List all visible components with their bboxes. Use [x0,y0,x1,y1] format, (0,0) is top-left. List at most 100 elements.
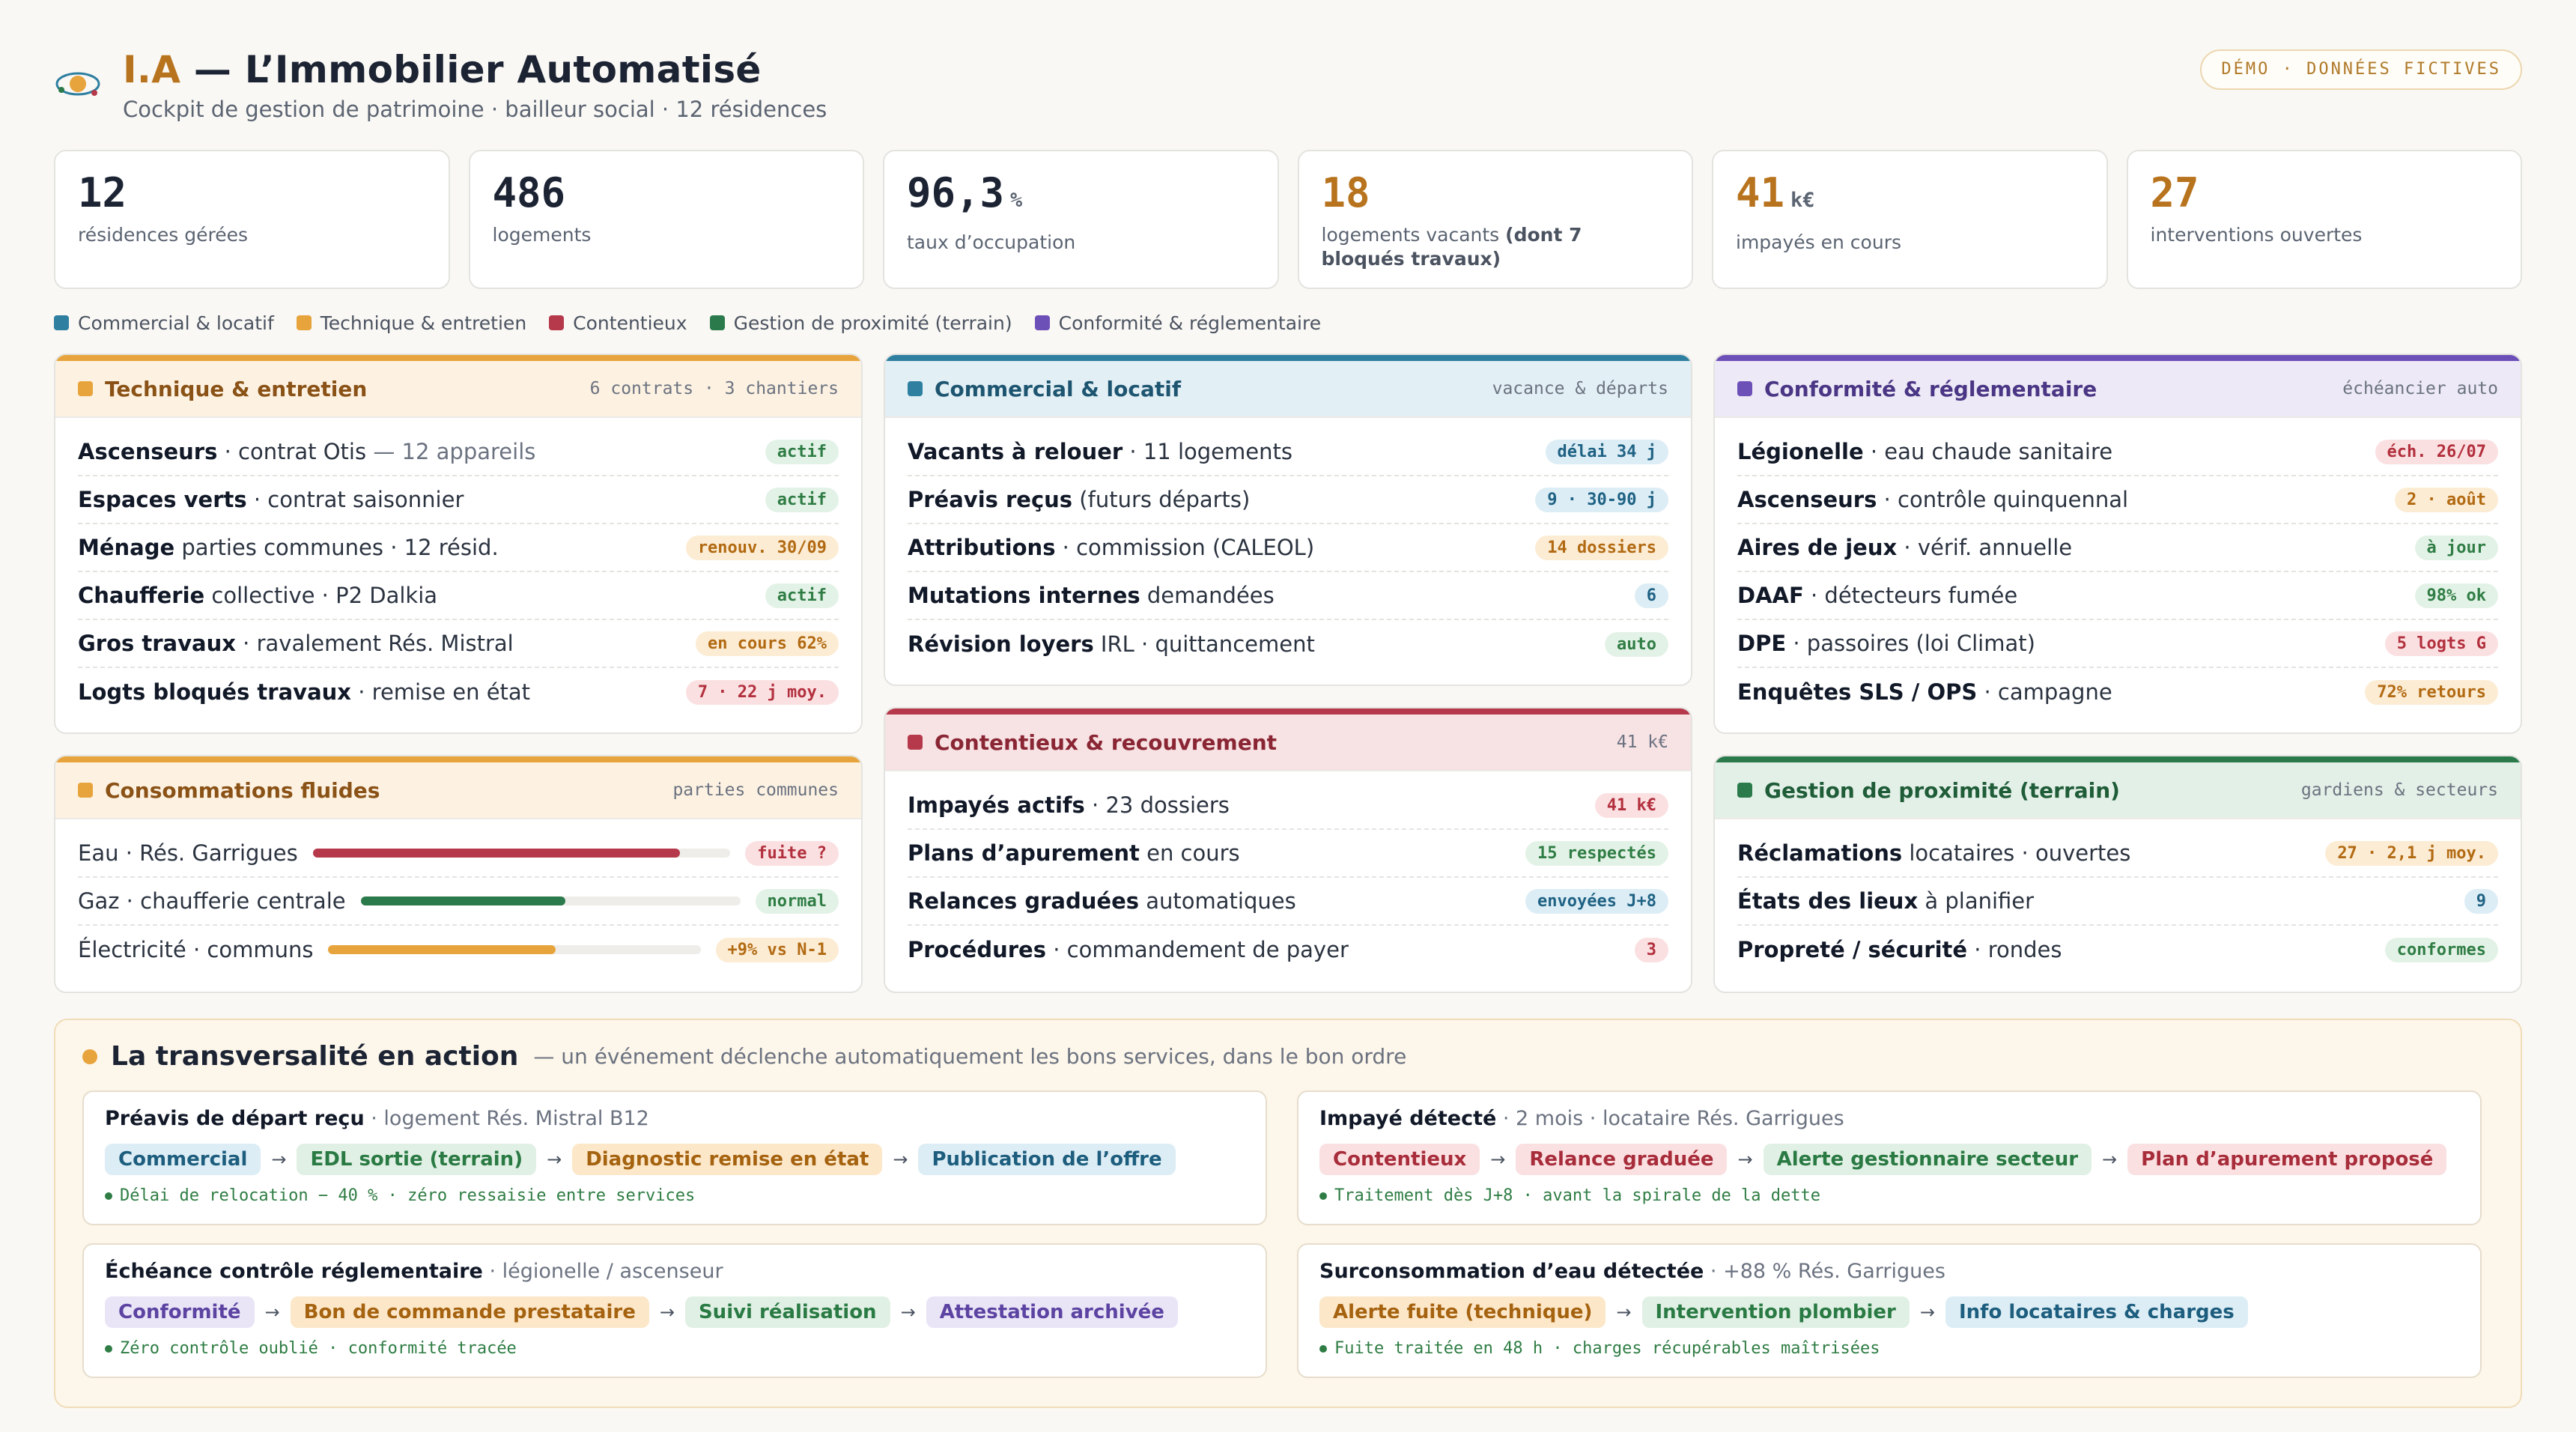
list-item[interactable]: Vacants à relouer · 11 logements délai 34… [908,428,1668,476]
flow-event: Surconsommation d’eau détectée [1319,1260,1704,1283]
item-title: Propreté / sécurité [1737,937,1968,962]
status-badge: fuite ? [745,840,839,866]
list-item[interactable]: Ascenseurs · contrôle quinquennal 2 · aoû… [1737,476,2498,524]
list-item[interactable]: DAAF · détecteurs fumée 98% ok [1737,572,2498,620]
flow-steps: Conformité → Bon de commande prestataire →… [105,1296,1245,1329]
panel-title: Gestion de proximité (terrain) [1764,777,2120,803]
flow-step: Diagnostic remise en état [572,1144,883,1175]
legend-label: Conformité & réglementaire [1058,312,1322,334]
list-item[interactable]: Révision loyers IRL · quittancement auto [908,620,1668,668]
list-item[interactable]: Propreté / sécurité · rondes conformes [1737,926,2498,974]
kpi-value: 96,3 [907,169,1005,216]
consumption-bar [312,849,731,858]
flow-steps: Alerte fuite (technique) → Intervention p… [1319,1296,2459,1329]
item-detail: parties communes · 12 résid. [174,535,499,560]
flow-step: Relance graduée [1516,1144,1728,1175]
list-item[interactable]: Logts bloqués travaux · remise en état 7 … [78,668,839,716]
list-item[interactable]: Aires de jeux · vérif. annuelle à jour [1737,524,2498,572]
list-item[interactable]: États des lieux à planifier 9 [1737,878,2498,926]
item-detail: · remise en état [351,679,531,705]
list-item[interactable]: Procédures · commandement de payer 3 [908,926,1668,974]
list-item[interactable]: Préavis reçus (futurs départs) 9 · 30-90 … [908,476,1668,524]
kpi-card-vacants: 18 logements vacants (dont 7 bloqués tra… [1297,150,1693,289]
status-badge: normal [755,888,839,914]
list-item[interactable]: Ascenseurs · contrat Otis — 12 appareils… [78,428,839,476]
kpi-card-occupation: 96,3% taux d’occupation [883,150,1279,289]
status-badge: 72% retours [2365,679,2498,705]
consumption-row[interactable]: Eau · Rés. Garrigues fuite ? [78,830,839,878]
panel-header: Commercial & locatif vacance & départs [885,355,1691,418]
arrow-right-icon: → [264,1302,280,1323]
flow-step: Alerte fuite (technique) [1319,1296,1606,1328]
item-detail: · commandement de payer [1045,937,1349,962]
flow-outcome: Fuite traitée en 48 h · charges récupéra… [1319,1339,2459,1358]
arrow-right-icon: → [1737,1149,1753,1170]
status-badge: 9 [2464,888,2498,914]
consumption-bar-fill [312,849,681,858]
item-title: Ascenseurs [78,439,218,464]
status-badge: 14 dossiers [1535,535,1668,560]
item-detail: · campagne [1977,679,2112,705]
arrow-right-icon: → [1616,1302,1632,1323]
list-item[interactable]: Chaufferie collective · P2 Dalkia actif [78,572,839,620]
item-title: Préavis reçus [908,487,1073,512]
panel-swatch [908,381,923,396]
flow-step: Intervention plombier [1641,1296,1910,1328]
list-item[interactable]: DPE · passoires (loi Climat) 5 logts G [1737,620,2498,668]
item-title: Relances graduées [908,888,1140,914]
flow-step: Publication de l’offre [918,1144,1176,1175]
panel-meta: gardiens & secteurs [2300,780,2498,800]
kpi-card-impayes: 41 k€ impayés en cours [1712,150,2108,289]
item-title: Attributions [908,535,1056,560]
flow-step: EDL sortie (terrain) [297,1144,537,1175]
flow-card-preavis[interactable]: Préavis de départ reçu · logement Rés. M… [82,1090,1267,1225]
flow-card-impaye[interactable]: Impayé détecté · 2 mois · locataire Rés.… [1297,1090,2482,1225]
list-item[interactable]: Impayés actifs · 23 dossiers 41 k€ [908,782,1668,830]
list-item[interactable]: Légionelle · eau chaude sanitaire éch. 26… [1737,428,2498,476]
section-header: La transversalité en action — un événeme… [82,1041,1406,1072]
item-detail: automatiques [1139,888,1296,914]
item-title: Logts bloqués travaux [78,679,351,705]
item-detail: · ravalement Rés. Mistral [235,631,514,656]
list-item[interactable]: Espaces verts · contrat saisonnier actif [78,476,839,524]
list-item[interactable]: Enquêtes SLS / OPS · campagne 72% retours [1737,668,2498,716]
flow-card-controle[interactable]: Échéance contrôle réglementaire · légion… [82,1243,1267,1378]
consumption-row[interactable]: Électricité · communs +9% vs N-1 [78,926,839,974]
section-subtitle: — un événement déclenche automatiquement… [533,1044,1407,1069]
flow-step: Suivi réalisation [684,1296,890,1328]
status-badge: +9% vs N-1 [715,937,839,962]
item-title: Procédures [908,937,1046,962]
flow-event: Impayé détecté [1319,1107,1497,1130]
panel-title: Commercial & locatif [935,376,1182,401]
item-title: Réclamations [1737,840,1903,866]
panel-swatch [78,381,93,396]
status-badge: 7 · 22 j moy. [685,679,839,705]
list-item[interactable]: Gros travaux · ravalement Rés. Mistral en… [78,620,839,668]
arrow-right-icon: → [900,1302,916,1323]
list-item[interactable]: Réclamations locataires · ouvertes 27 · 2… [1737,830,2498,878]
item-detail: · eau chaude sanitaire [1863,439,2113,464]
list-item[interactable]: Relances graduées automatiques envoyées J… [908,878,1668,926]
panel-swatch [1737,381,1752,396]
item-detail: · détecteurs fumée [1803,583,2018,608]
consumption-row[interactable]: Gaz · chaufferie centrale normal [78,878,839,926]
list-item[interactable]: Mutations internes demandées 6 [908,572,1668,620]
flow-card-eau[interactable]: Surconsommation d’eau détectée · +88 % R… [1297,1243,2482,1378]
list-item[interactable]: Plans d’apurement en cours 15 respectés [908,830,1668,878]
status-badge: 9 · 30-90 j [1535,487,1668,512]
panel-swatch [78,783,93,798]
item-title: Chaufferie [78,583,205,608]
list-item[interactable]: Attributions · commission (CALEOL) 14 dos… [908,524,1668,572]
consumption-label: Gaz · chaufferie centrale [78,888,346,914]
logo-icon [55,72,100,96]
panel-header: Conformité & réglementaire échéancier au… [1715,355,2521,418]
legend-label: Technique & entretien [320,312,527,334]
status-badge: 27 · 2,1 j moy. [2325,840,2498,866]
legend-swatch [549,315,565,330]
panel-proximite: Gestion de proximité (terrain) gardiens … [1713,755,2522,993]
title-text: — L’Immobilier Automatisé [180,48,762,91]
list-item[interactable]: Ménage parties communes · 12 résid. renou… [78,524,839,572]
kpi-label: interventions ouvertes [2150,224,2363,246]
flow-outcome: Délai de relocation − 40 % · zéro ressai… [105,1186,1245,1205]
status-badge: 3 [1634,937,1668,962]
